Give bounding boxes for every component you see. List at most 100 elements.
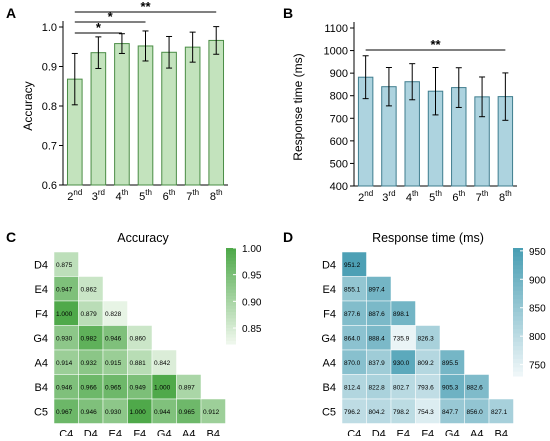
rt-cell — [366, 276, 392, 302]
rt-cell-value: 837.9 — [369, 360, 386, 367]
rt-col-label: G4 — [445, 429, 460, 437]
rt-colorbar-segment — [513, 299, 523, 304]
rt-cell — [415, 398, 441, 424]
rt-cell-value: 930.0 — [393, 360, 410, 367]
rt-cell-value: 822.8 — [369, 384, 386, 391]
accuracy-cell — [78, 374, 104, 400]
accuracy-y-tick-label: 0.9 — [42, 62, 57, 74]
rt-y-tick-label: 800 — [330, 91, 348, 103]
accuracy-colorbar-segment — [226, 340, 236, 345]
rt-cell — [366, 300, 392, 326]
accuracy-col-label: F4 — [133, 429, 146, 437]
rt-cell — [341, 349, 367, 375]
accuracy-heatmap: Accuracy D4 0.875 E4 0.947 0.862 F4 1.000 0.879 0… — [33, 231, 262, 441]
accuracy-x-tick-label: 2nd — [67, 188, 82, 203]
accuracy-significance-mark: * — [108, 9, 114, 24]
accuracy-cell — [78, 325, 104, 351]
accuracy-cell-value: 0.946 — [105, 335, 122, 342]
accuracy-cell-value: 0.875 — [56, 262, 73, 269]
rt-cell-value: 897.4 — [369, 286, 386, 293]
rt-x-tick-label: 6th — [452, 189, 465, 204]
rt-colorbar-segment — [513, 248, 523, 253]
rt-row-label: A4 — [323, 357, 336, 369]
accuracy-colorbar-segment — [226, 331, 236, 335]
accuracy-cell — [53, 300, 79, 326]
accuracy-colorbar-segment — [226, 254, 236, 259]
accuracy-colorbar-segment — [226, 334, 236, 339]
rt-colorbar-label: 800 — [529, 332, 546, 343]
rt-cell-value: 754.3 — [418, 409, 435, 416]
accuracy-colorbar-segment — [226, 257, 236, 262]
rt-y-axis-label: Response time (ms) — [291, 53, 305, 160]
rt-cell — [415, 325, 441, 351]
rt-row-label: E4 — [323, 284, 336, 296]
accuracy-cell-value: 0.966 — [81, 384, 98, 391]
accuracy-cell-value: 0.912 — [203, 409, 220, 416]
rt-cell — [366, 374, 392, 400]
accuracy-cell-value: 1.000 — [56, 311, 73, 318]
rt-cell — [341, 325, 367, 351]
accuracy-colorbar-segment — [226, 267, 236, 271]
accuracy-cell — [53, 325, 79, 351]
accuracy-cell-value: 0.965 — [179, 409, 196, 416]
rt-col-label: C4 — [347, 429, 361, 437]
rt-cell-value: 905.3 — [442, 384, 459, 391]
accuracy-colorbar-label: 1.00 — [242, 244, 262, 255]
rt-cell — [341, 300, 367, 326]
accuracy-colorbar-segment — [226, 248, 236, 252]
accuracy-colorbar-segment — [226, 321, 236, 326]
accuracy-colorbar-segment — [226, 299, 236, 303]
accuracy-colorbar-label: 0.90 — [242, 297, 262, 308]
accuracy-y-axis-label: Accuracy — [21, 81, 35, 130]
accuracy-cell-value: 0.879 — [81, 311, 98, 318]
accuracy-colorbar-segment — [226, 324, 236, 329]
accuracy-colorbar-segment — [226, 264, 236, 268]
accuracy-colorbar-segment — [226, 286, 236, 291]
rt-colorbar-label: 900 — [529, 275, 546, 286]
rt-cell-value: 898.1 — [393, 311, 410, 318]
rt-cell — [390, 300, 416, 326]
rt-x-tick-label: 3rd — [382, 189, 395, 204]
rt-cell-value: 793.6 — [418, 384, 435, 391]
accuracy-colorbar-segment — [226, 328, 236, 332]
rt-colorbar-segment — [513, 269, 523, 275]
rt-x-tick-label: 8th — [499, 189, 512, 204]
rt-colorbar-segment — [513, 256, 523, 262]
accuracy-row-label: F4 — [35, 308, 48, 320]
rt-cell — [366, 325, 392, 351]
accuracy-cell — [176, 398, 202, 424]
rt-x-tick-label: 7th — [476, 189, 489, 204]
rt-y-tick-label: 700 — [330, 113, 348, 125]
accuracy-x-tick-label: 4th — [116, 188, 129, 203]
accuracy-x-tick-label: 5th — [139, 188, 152, 203]
accuracy-cell-value: 1.000 — [154, 384, 171, 391]
rt-col-label: D4 — [372, 429, 386, 437]
rt-row-label: F4 — [323, 308, 336, 320]
rt-row-label: B4 — [323, 382, 336, 394]
rt-colorbar-segment — [513, 265, 523, 270]
accuracy-bar-7th — [184, 46, 201, 186]
rt-colorbar-segment — [513, 277, 523, 283]
accuracy-y-tick-label: 0.7 — [42, 141, 57, 153]
rt-significance-mark: ** — [430, 37, 441, 52]
accuracy-colorbar-segment — [226, 337, 236, 342]
accuracy-col-label: A4 — [182, 429, 195, 437]
accuracy-heatmap-title: Accuracy — [117, 231, 169, 245]
accuracy-cell — [127, 325, 153, 351]
rt-cell-value: 887.6 — [369, 311, 386, 318]
rt-cell — [390, 325, 416, 351]
rt-cell-value: 796.2 — [344, 409, 361, 416]
rt-cell — [341, 374, 367, 400]
rt-cell-value: 812.4 — [344, 384, 361, 391]
accuracy-colorbar-segment — [226, 270, 236, 275]
rt-colorbar-segment — [513, 350, 523, 356]
rt-colorbar-segment — [513, 294, 523, 300]
accuracy-cell-value: 0.881 — [130, 360, 147, 367]
rt-colorbar-segment — [513, 307, 523, 313]
rt-colorbar-label: 850 — [529, 304, 546, 315]
accuracy-y-tick-label: 0.6 — [42, 180, 57, 192]
rt-colorbar-segment — [513, 286, 523, 292]
rt-colorbar-label: 750 — [529, 361, 546, 372]
accuracy-cell-value: 0.967 — [56, 409, 73, 416]
